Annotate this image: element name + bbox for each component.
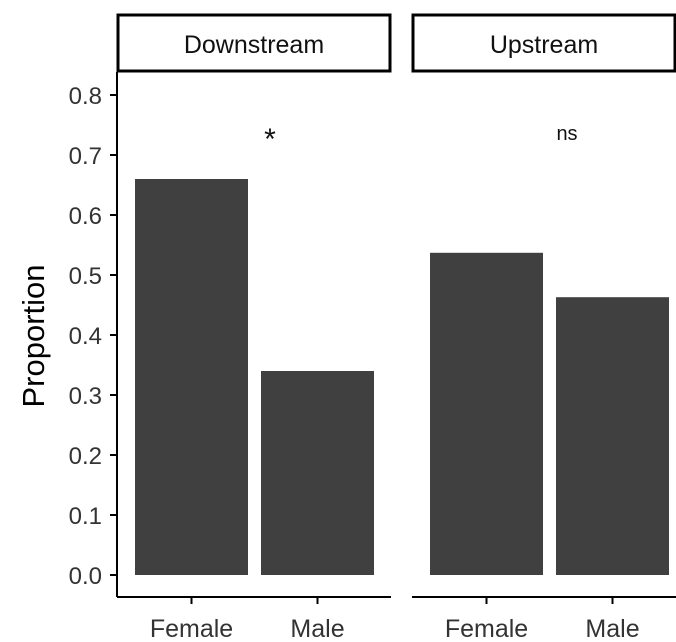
x-tick-label: Female [445, 615, 528, 637]
significance-annotation: ns [556, 123, 577, 145]
y-tick-label: 0.6 [69, 203, 102, 230]
facet-panel-upstream: Upstream Female Male ns [411, 13, 676, 642]
x-tick-label: Male [585, 615, 639, 637]
x-tick-label: Female [150, 615, 233, 637]
x-tick-label: Male [290, 615, 344, 637]
facet-strip-label: Downstream [184, 31, 324, 59]
bar-female [135, 179, 248, 575]
facet-panel-downstream: Downstream Female Male * [116, 13, 392, 642]
facet-strip [411, 13, 676, 73]
bar-male [261, 371, 374, 575]
facet-strip-label: Upstream [490, 31, 598, 59]
significance-annotation: * [264, 123, 276, 156]
y-axis: 0.0 0.1 0.2 0.3 0.4 0.5 0.6 0.7 0.8 [69, 72, 118, 597]
y-axis-label: Proportion [16, 264, 51, 407]
y-tick-label: 0.5 [69, 263, 102, 290]
facet-strip [116, 13, 392, 73]
y-tick-label: 0.7 [69, 143, 102, 170]
y-tick-label: 0.3 [69, 383, 102, 410]
facet-panels: Downstream Female Male * Upstream Female Male n… [116, 13, 676, 642]
bar-male [556, 297, 669, 575]
bar-female [430, 252, 543, 576]
y-tick-label: 0.0 [69, 563, 102, 590]
y-tick-label: 0.8 [69, 83, 102, 110]
y-tick-label: 0.1 [69, 503, 102, 530]
y-tick-label: 0.4 [69, 323, 102, 350]
y-tick-label: 0.2 [69, 443, 102, 470]
